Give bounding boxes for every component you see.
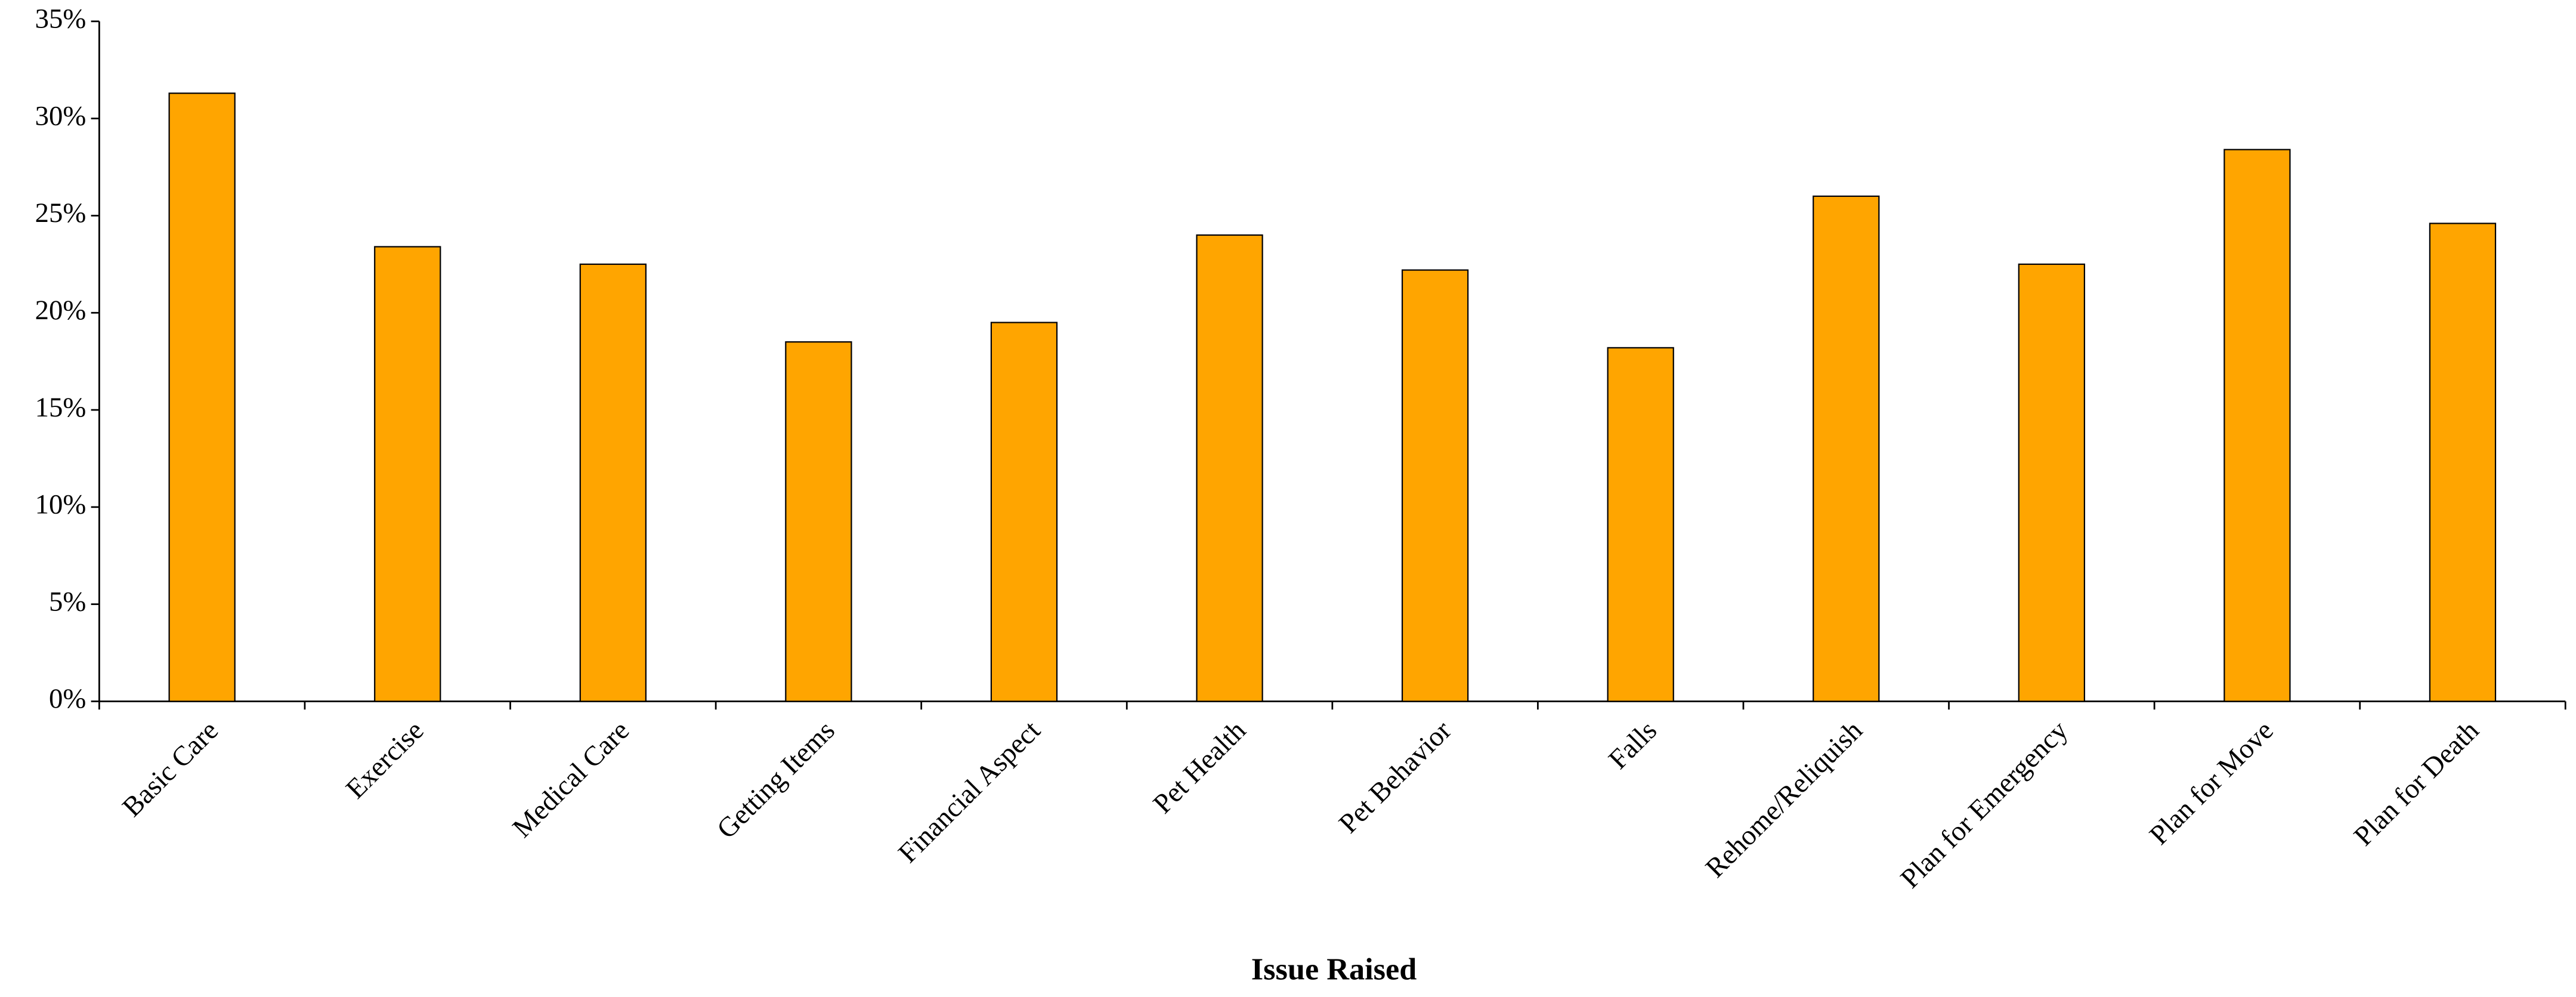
bar: [374, 246, 441, 702]
x-tick-label: Falls: [1603, 715, 1663, 775]
bar: [2018, 263, 2085, 702]
y-tick-label: 30%: [35, 100, 86, 131]
y-tick-label: 20%: [35, 295, 86, 326]
bar: [168, 92, 236, 702]
x-tick-label: Pet Behavior: [1333, 715, 1458, 839]
bar: [2429, 223, 2497, 702]
x-tick-label: Plan for Death: [2348, 715, 2485, 852]
bar: [579, 263, 647, 702]
bar: [2224, 149, 2291, 702]
x-axis-title: Issue Raised: [1251, 952, 1417, 987]
bar: [1813, 195, 1880, 702]
y-tick-label: 10%: [35, 489, 86, 520]
x-tick-label: Basic Care: [116, 715, 224, 823]
y-tick-label: 15%: [35, 392, 86, 423]
x-tick-label: Rehome/Reliquish: [1700, 715, 1869, 884]
x-tick-label: Exercise: [340, 715, 430, 805]
bar: [990, 322, 1058, 702]
y-tick-label: 0%: [49, 683, 86, 714]
x-tick-label: Plan for Emergency: [1894, 715, 2074, 894]
y-tick-label: 25%: [35, 197, 86, 229]
bar: [1401, 269, 1469, 702]
bar: [785, 341, 852, 702]
x-tick-label: Pet Health: [1147, 715, 1251, 819]
x-tick-label: Medical Care: [506, 715, 635, 844]
x-tick-label: Financial Aspect: [892, 715, 1046, 869]
bar: [1607, 347, 1674, 702]
x-tick-label: Getting Items: [711, 715, 841, 845]
y-tick-label: 35%: [35, 4, 86, 35]
bar: [1196, 234, 1263, 702]
x-tick-label: Plan for Move: [2144, 715, 2280, 851]
y-tick-label: 5%: [49, 586, 86, 617]
